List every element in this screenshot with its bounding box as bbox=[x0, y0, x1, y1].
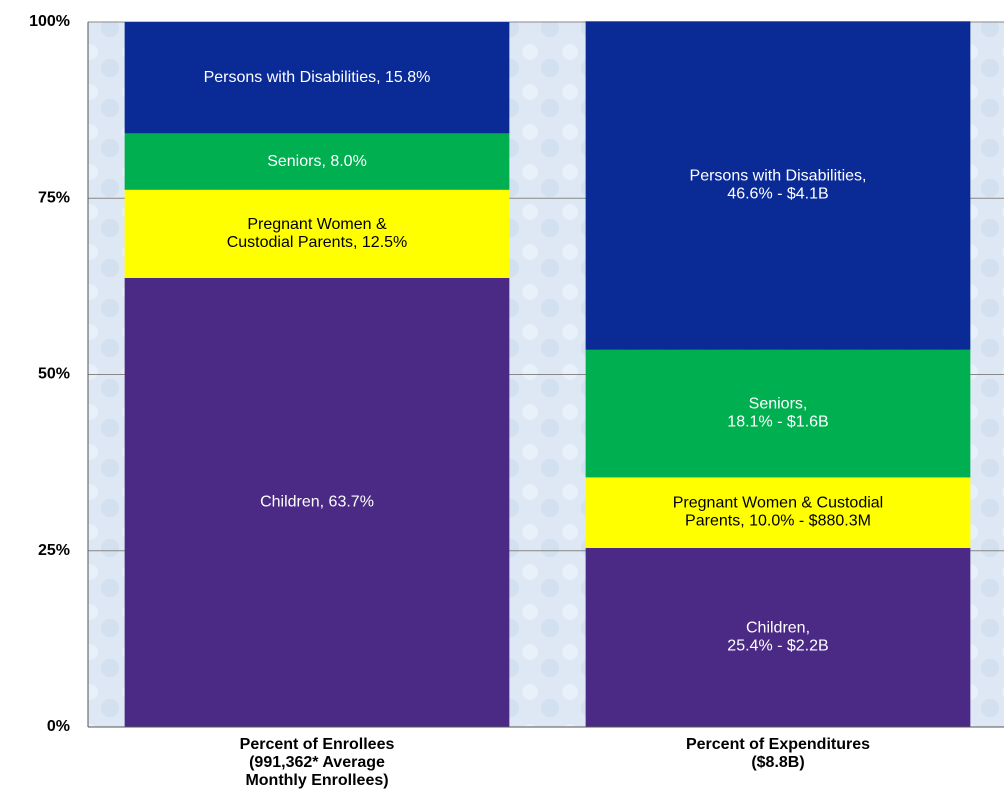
y-tick-label: 100% bbox=[29, 13, 70, 30]
bar-segment bbox=[124, 133, 510, 190]
x-tick-label: Percent of Expenditures ($8.8B) bbox=[686, 736, 870, 771]
bar-segment bbox=[585, 349, 971, 478]
data-label: Persons with Disabilities, 15.8% bbox=[204, 69, 431, 86]
data-label: Pregnant Women & Custodial Parents, 10.0%… bbox=[673, 495, 883, 530]
data-label: Pregnant Women & Custodial Parents, 12.5% bbox=[227, 216, 408, 251]
data-label: Children, 25.4% - $2.2B bbox=[727, 620, 828, 655]
data-label: Persons with Disabilities, 46.6% - $4.1B bbox=[690, 168, 867, 203]
bar-segment bbox=[585, 21, 971, 350]
y-tick-label: 25% bbox=[38, 542, 70, 559]
bar-segment bbox=[585, 477, 971, 548]
bar-segment bbox=[585, 547, 971, 727]
x-tick-label: Percent of Enrollees (991,362* Average Mon… bbox=[240, 736, 395, 789]
y-tick-label: 75% bbox=[38, 189, 70, 206]
y-tick-label: 0% bbox=[47, 718, 70, 735]
data-label: Seniors, 8.0% bbox=[267, 153, 367, 170]
bar-segment bbox=[124, 277, 510, 727]
y-tick-label: 50% bbox=[38, 366, 70, 383]
bar-segment bbox=[124, 189, 510, 278]
bar-segment bbox=[124, 22, 510, 134]
data-label: Seniors, 18.1% - $1.6B bbox=[727, 396, 828, 431]
data-label: Children, 63.7% bbox=[260, 494, 374, 511]
